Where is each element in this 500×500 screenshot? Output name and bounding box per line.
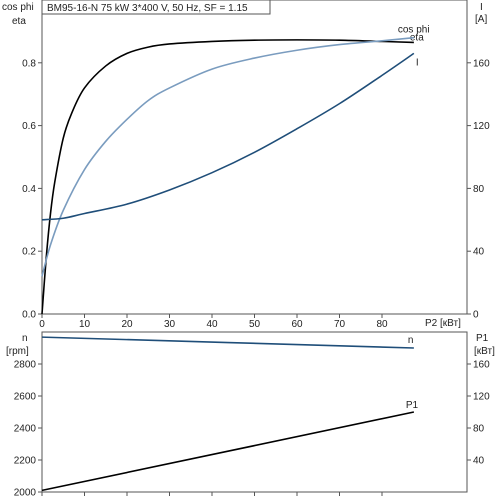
upper-plot: 0.0 0.2 0.4 0.6 0.8 0 40 80 120 160 0 10 20 30 40 50 60 7…: [22, 25, 490, 330]
right-axis-tick-label: 120: [473, 121, 490, 132]
series-line-I: [41, 52, 415, 221]
right-axis-tick-label: 160: [473, 58, 490, 69]
series-label-n: n: [408, 335, 414, 346]
left-axis-tick-label: 0.2: [22, 247, 36, 258]
left-axis-tick-label: 0.8: [22, 58, 36, 69]
x-axis-tick-label: 40: [206, 319, 218, 330]
upper-left-axis-label-2: eta: [12, 16, 26, 27]
upper-left-axis-label-1: cos phi: [2, 2, 34, 13]
x-axis-tick-label: 0: [39, 319, 45, 330]
x-axis-tick-label: 10: [79, 319, 91, 330]
chart-title: BM95-16-N 75 kW 3*400 V, 50 Hz, SF = 1.1…: [47, 3, 248, 14]
right-axis-tick-label: 120: [473, 392, 490, 403]
series-label-eta: eta: [410, 32, 424, 43]
x-axis-tick-label: 70: [334, 319, 346, 330]
series-line-P1: [41, 411, 415, 492]
series-label-cos-phi: cos phi: [398, 25, 430, 36]
left-axis-tick-label: 0.4: [22, 184, 36, 195]
lower-plot: 2000 2200 2400 2600 2800 40 80 120 160 n P1: [14, 335, 490, 499]
upper-plot-frame: [41, 0, 468, 315]
lower-right-axis-label-1: P1: [476, 333, 489, 344]
left-axis-tick-label: 2400: [14, 424, 37, 435]
right-axis-tick-label: 80: [473, 424, 485, 435]
series-label-P1: P1: [406, 400, 419, 411]
lower-right-axis-label-2: [кВт]: [474, 346, 495, 357]
left-axis-tick-label: 0.0: [22, 310, 36, 321]
x-axis-tick-label: 30: [164, 319, 176, 330]
right-axis-tick-label: 40: [473, 247, 485, 258]
x-axis-label: P2 [кВт]: [425, 318, 461, 329]
x-axis-tick-label: 50: [249, 319, 261, 330]
upper-right-axis-label-1: I: [480, 2, 483, 13]
right-axis-tick-label: 40: [473, 456, 485, 467]
x-axis-tick-label: 20: [121, 319, 133, 330]
x-axis-tick-label: 60: [291, 319, 303, 330]
title-box: [41, 0, 271, 15]
upper-right-axis-label-2: [A]: [475, 14, 487, 25]
series-line-n: [41, 336, 414, 349]
right-axis-tick-label: 80: [473, 184, 485, 195]
right-axis-tick-label: 160: [473, 360, 490, 371]
left-axis-tick-label: 2600: [14, 392, 37, 403]
lower-left-axis-label-1: n: [22, 333, 28, 344]
series-line-eta: [41, 39, 414, 315]
series-label-I: I: [416, 57, 419, 68]
left-axis-tick-label: 2200: [14, 456, 37, 467]
lower-plot-frame: [41, 331, 468, 493]
left-axis-tick-label: 0.6: [22, 121, 36, 132]
series-line-cos-phi: [41, 36, 414, 277]
right-axis-tick-label: 0: [473, 310, 479, 321]
lower-left-axis-label-2: [rpm]: [6, 346, 29, 357]
left-axis-tick-label: 2800: [14, 360, 37, 371]
x-axis-tick-label: 80: [376, 319, 388, 330]
left-axis-tick-label: 2000: [14, 488, 37, 499]
